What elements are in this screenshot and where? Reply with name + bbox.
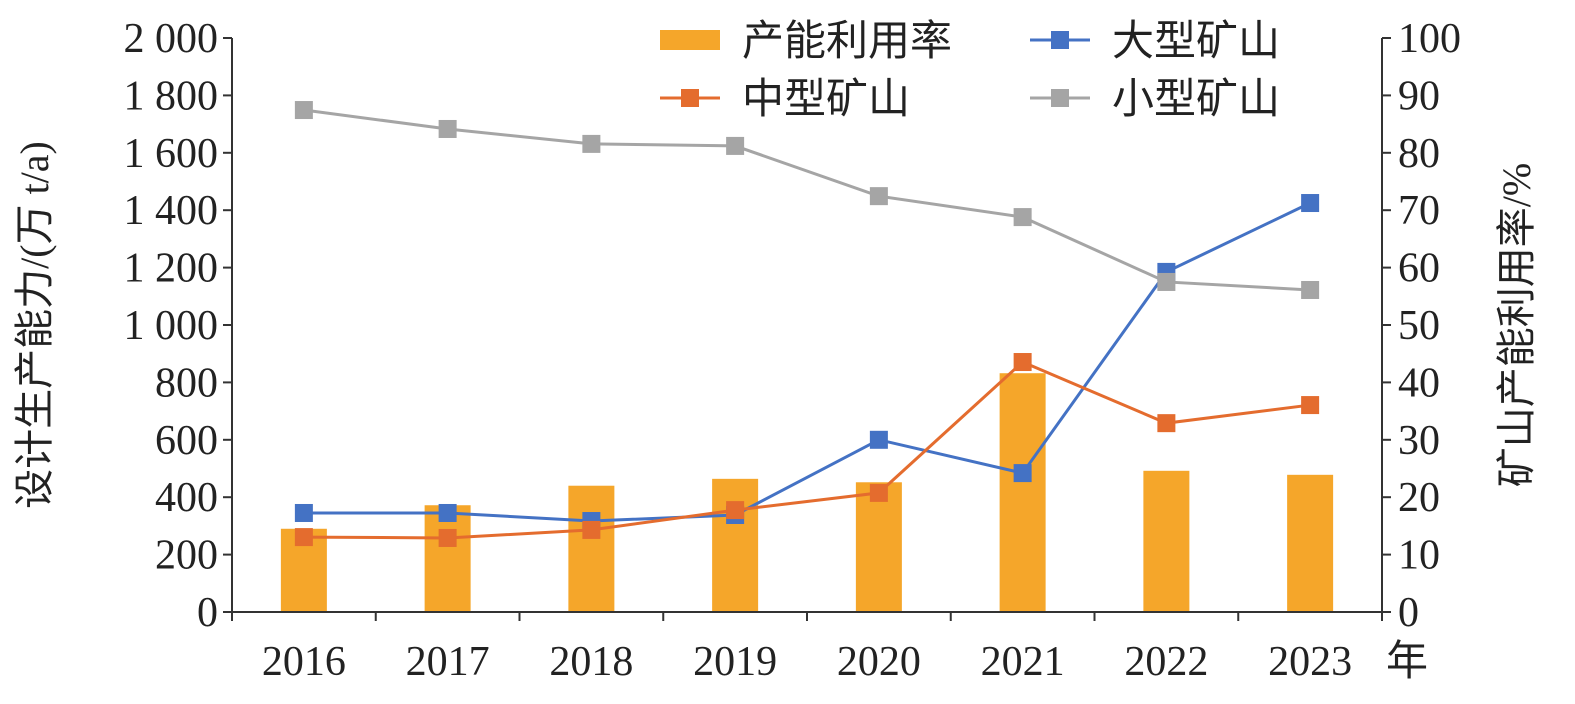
marker-中型矿山-2023 (1301, 396, 1320, 415)
legend-swatch-marker (1051, 89, 1069, 107)
x-tick-label: 2020 (837, 639, 921, 685)
y-right-tick-label: 20 (1398, 475, 1440, 521)
x-tick-label: 2017 (406, 639, 490, 685)
x-tick-label: 2021 (981, 639, 1065, 685)
y-right-tick-label: 60 (1398, 246, 1440, 292)
marker-大型矿山-2021 (1013, 464, 1032, 483)
line-小型矿山 (303, 108, 1311, 292)
marker-大型矿山-2016 (294, 503, 313, 522)
marker-大型矿山-2023 (1301, 194, 1320, 213)
y-tick-label: 1 600 (124, 131, 219, 177)
y-right-tick-label: 80 (1398, 131, 1440, 177)
line-中型矿山 (303, 360, 1311, 540)
bar-2019 (712, 478, 759, 612)
x-tick-label: 2018 (549, 639, 633, 685)
y-axis-right-label: 矿山产能利用率/% (1494, 163, 1539, 487)
y-right-tick-label: 0 (1398, 590, 1419, 636)
x-unit-label: 年 (1386, 638, 1428, 685)
bar-2017 (424, 505, 471, 612)
y-tick-label: 1 200 (124, 246, 219, 292)
y-tick-label: 0 (197, 590, 218, 636)
x-tick-label: 2022 (1124, 639, 1208, 685)
y-tick-label: 600 (155, 418, 218, 464)
y-tick-label: 1 400 (124, 188, 219, 234)
marker-中型矿山-2017 (438, 528, 457, 547)
y-right-tick-label: 40 (1398, 360, 1440, 406)
marker-小型矿山-2018 (582, 134, 601, 153)
y-right-tick-label: 100 (1398, 16, 1461, 62)
y-right-tick-label: 90 (1398, 73, 1440, 119)
y-right-tick-label: 50 (1398, 303, 1440, 349)
legend-swatch-marker (681, 89, 699, 107)
marker-大型矿山-2017 (438, 503, 457, 522)
y-tick-label: 2 000 (124, 16, 219, 62)
x-tick-label: 2016 (262, 639, 346, 685)
marker-中型矿山-2018 (582, 520, 601, 539)
x-tick-label: 2019 (693, 639, 777, 685)
marker-中型矿山-2019 (726, 501, 745, 520)
line-大型矿山 (303, 201, 1311, 523)
y-right-tick-label: 70 (1398, 188, 1440, 234)
y-axis-label: 设计生产能力/(万 t/a) (12, 141, 57, 509)
marker-小型矿山-2019 (726, 136, 745, 155)
bar-2021 (999, 373, 1046, 612)
y-tick-label: 1 000 (124, 303, 219, 349)
legend-swatch-marker (1051, 31, 1069, 49)
legend-label: 中型矿山 (742, 77, 910, 123)
marker-小型矿山-2020 (869, 187, 888, 206)
marker-中型矿山-2020 (869, 483, 888, 502)
marker-中型矿山-2022 (1157, 414, 1176, 433)
y-tick-label: 1 800 (124, 73, 219, 119)
y-right-tick-label: 10 (1398, 533, 1440, 579)
legend-swatch (660, 30, 720, 50)
marker-小型矿山-2017 (438, 119, 457, 138)
marker-小型矿山-2016 (294, 101, 313, 120)
y-right-tick-label: 30 (1398, 418, 1440, 464)
marker-中型矿山-2021 (1013, 353, 1032, 372)
y-tick-label: 200 (155, 533, 218, 579)
y-tick-label: 400 (155, 475, 218, 521)
legend-label: 大型矿山 (1112, 19, 1280, 65)
y-tick-label: 800 (155, 360, 218, 406)
marker-小型矿山-2023 (1301, 280, 1320, 299)
marker-小型矿山-2021 (1013, 208, 1032, 227)
legend-label: 小型矿山 (1112, 77, 1280, 123)
bar-2018 (568, 485, 615, 612)
bar-2020 (855, 482, 902, 612)
legend-label: 产能利用率 (742, 18, 952, 65)
marker-大型矿山-2020 (869, 430, 888, 449)
marker-小型矿山-2022 (1157, 272, 1176, 291)
marker-中型矿山-2016 (294, 528, 313, 547)
x-tick-label: 2023 (1268, 639, 1352, 685)
bar-2022 (1143, 470, 1190, 612)
bar-2023 (1287, 474, 1334, 612)
